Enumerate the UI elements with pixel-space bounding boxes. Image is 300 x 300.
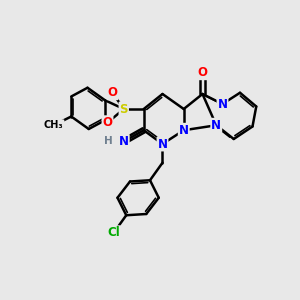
Text: N: N [179, 124, 189, 137]
Text: N: N [218, 98, 227, 110]
Text: Cl: Cl [107, 226, 120, 239]
Text: O: O [103, 116, 112, 129]
Text: N: N [119, 135, 129, 148]
Text: O: O [107, 86, 118, 99]
Text: N: N [158, 137, 167, 151]
Text: CH₃: CH₃ [44, 120, 64, 130]
Text: N: N [211, 119, 221, 132]
Text: S: S [119, 103, 128, 116]
Text: O: O [197, 66, 208, 79]
Text: H: H [104, 136, 113, 146]
